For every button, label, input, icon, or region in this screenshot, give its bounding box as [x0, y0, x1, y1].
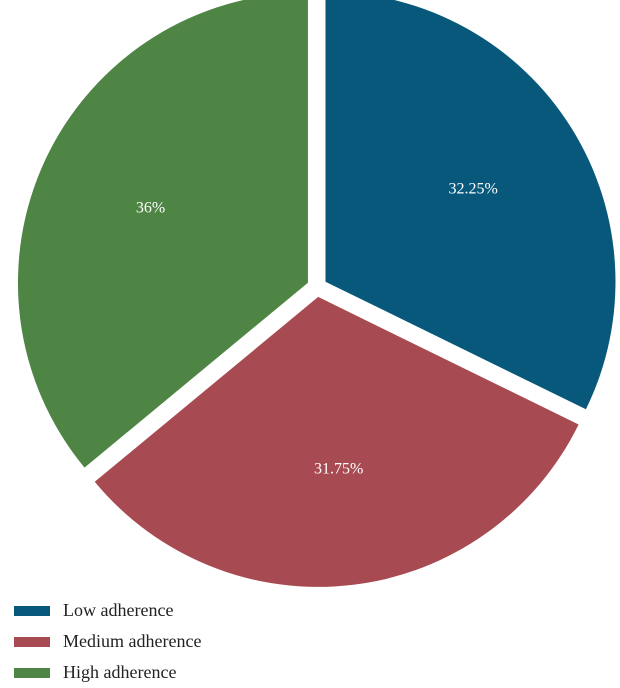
legend-label-low-adherence: Low adherence [63, 600, 174, 620]
legend-item-medium-adherence: Medium adherence [14, 626, 201, 657]
slice-label-high-adherence: 36% [136, 199, 165, 216]
slice-label-medium-adherence: 31.75% [314, 460, 363, 477]
legend-label-medium-adherence: Medium adherence [63, 631, 202, 651]
legend-item-low-adherence: Low adherence [14, 595, 201, 626]
pie-chart: 32.25% 31.75% 36% [17, 0, 616, 587]
legend-label-high-adherence: High adherence [63, 662, 177, 682]
legend: Low adherence Medium adherence High adhe… [14, 595, 201, 688]
pie-slice-high-adherence [17, 0, 308, 468]
legend-swatch-medium-adherence [14, 636, 50, 647]
pie-slice-low-adherence [325, 0, 616, 410]
legend-swatch-high-adherence [14, 667, 50, 678]
legend-swatch-low-adherence [14, 605, 50, 616]
slice-label-low-adherence: 32.25% [448, 180, 497, 197]
legend-item-high-adherence: High adherence [14, 657, 201, 688]
pie-slice-medium-adherence [94, 296, 579, 587]
